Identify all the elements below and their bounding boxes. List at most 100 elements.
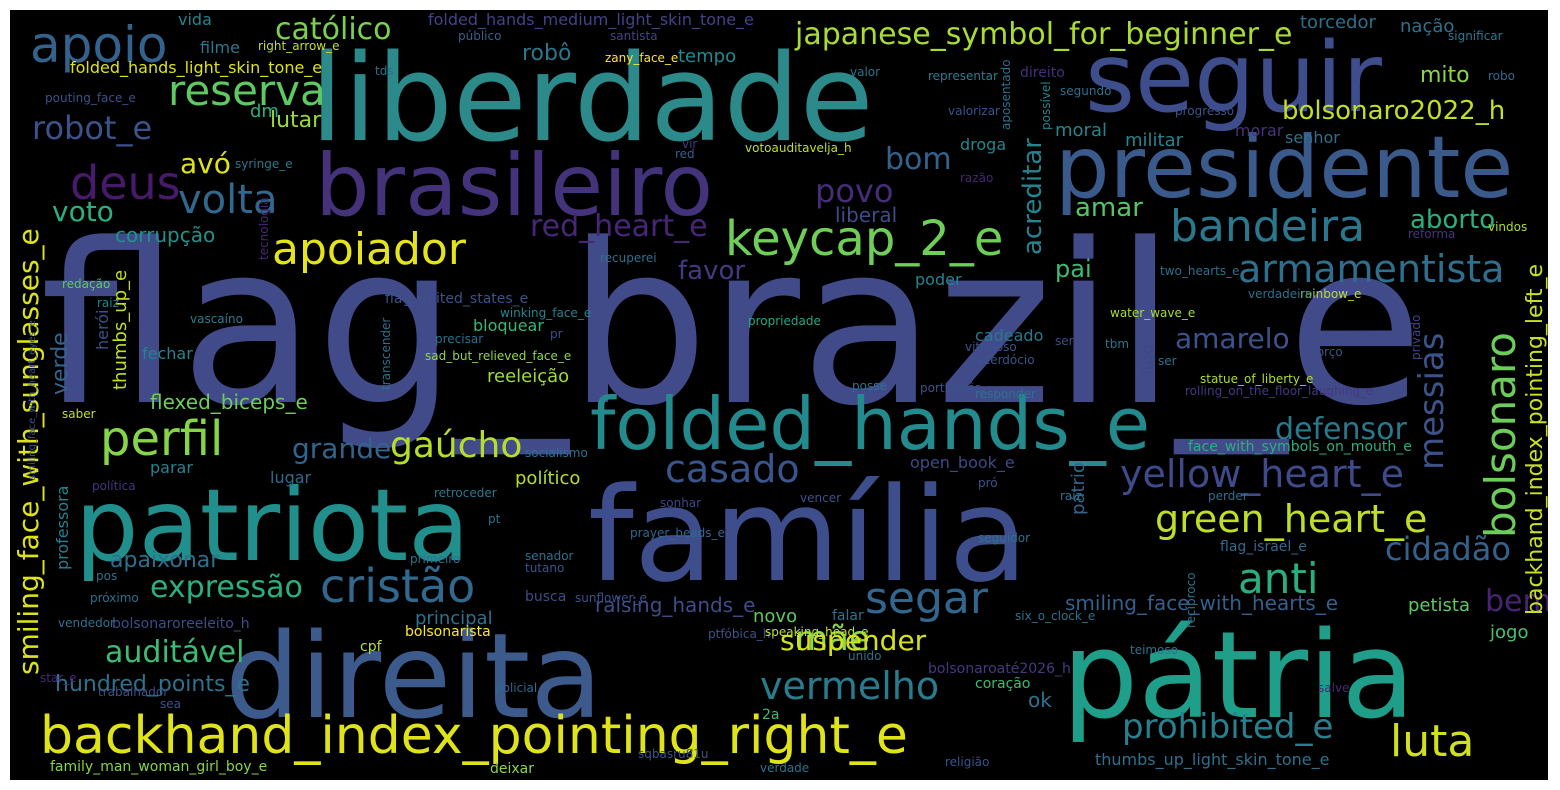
word-patria: pátria [1062,607,1415,746]
word-ser: ser [1158,354,1177,368]
word-amar: amar [1075,193,1143,223]
word-sonhar: sonhar [660,496,702,510]
word-primeiro: primeiro [410,552,461,566]
word-verde: verde [48,332,73,395]
word-prohibited: prohibited_e [1122,707,1334,747]
word-keycap: keycap_2_e [725,211,1004,267]
word-bom: bom [885,142,952,177]
word-robot: robot_e [32,109,153,147]
word-tds: tds [375,64,394,78]
word-apaixonar: apaixonar [110,548,220,573]
word-flexed-biceps: flexed_biceps_e [150,390,308,414]
word-sunflower: sunflower_e [575,591,647,605]
word-cidadao: cidadão [1385,530,1511,568]
word-six-oclock: six_o_clock_e [1015,609,1096,623]
word-aborto: aborto [1410,205,1496,235]
word-ok: ok [1028,688,1052,712]
word-prayer-beads: prayer_beads_e [630,526,725,540]
word-seguidor: seguidor [978,531,1031,545]
word-bandeira: bandeira [1170,201,1366,252]
word-novo: novo [753,606,798,627]
word-tbm: tbm [1105,337,1130,351]
word-representar: representar [928,69,998,83]
word-busca: busca [525,589,567,605]
word-valor: valor [850,65,881,79]
word-winking-face: winking_face_e [500,306,592,320]
word-poder: poder [915,270,962,289]
word-red: red [675,147,695,161]
word-trabalhador: trabalhador [98,685,169,699]
word-segar: segar [865,573,988,624]
word-salve: salve [1318,681,1350,695]
word-backhand-left: backhand_index_pointing_left_e [1523,263,1548,615]
word-flag-israel: flag_israel_e [1220,539,1307,555]
word-vencer: vencer [800,491,842,505]
word-deixar: deixar [490,761,535,777]
word-unido: unido [848,649,882,663]
word-folded-hands: folded_hands_e [590,382,1151,466]
word-catolico: católico [275,12,392,47]
word-sacerdocio: sacerdócio [970,353,1035,367]
word-principal: principal [415,608,493,629]
word-dm: dm [250,101,279,122]
word-bloquear: bloquear [473,316,544,335]
word-raising-hands: raising_hands_e [595,593,756,617]
word-vida: vida [178,10,212,29]
word-raiz: raiz [97,296,119,310]
word-senador: senador [525,549,574,563]
word-brasileiro: brasileiro [315,136,714,236]
word-sea: sea [160,697,181,711]
word-flag-brazil: flag_brazil_e [40,197,1424,455]
word-open-book: open_book_e [910,453,1015,472]
word-cloud: flag_brazil_e liberdade seguir president… [10,10,1548,780]
word-vermelho: vermelho [760,664,940,708]
word-droga: droga [960,135,1007,154]
word-right-arrow: right_arrow_e [258,39,340,53]
word-segundo: segundo [1060,84,1112,98]
word-backhand-right: backhand_index_pointing_right_e [40,706,908,766]
word-falar: falar [832,608,864,624]
word-direita: direita [225,607,603,745]
word-santista: santista [610,29,658,43]
word-smiling-hearts: smiling_face_with_hearts_e [1065,591,1338,615]
word-proximo: próximo [90,591,139,605]
word-tutano: tutano [525,561,565,575]
word-sad-relieved: sad_but_relieved_face_e [425,349,572,363]
word-green-heart: green_heart_e [1155,497,1428,541]
word-folded-medium-light: folded_hands_medium_light_skin_tone_e [428,10,754,29]
word-robo-small: robo [1488,69,1515,83]
word-statue-liberty: statue_of_liberty_e [1200,372,1314,386]
word-votoauditavelja: votoauditavelja_h [745,141,852,155]
word-vindos: vindos [1488,220,1528,234]
word-robo: robô [522,41,572,66]
word-torcedor: torcedor [1300,12,1376,33]
word-saber: saber [62,407,96,421]
word-deus: deus [70,156,181,210]
word-pouting-face: pouting_face_e [45,91,136,105]
word-pr: pr [550,327,563,341]
word-star: star_e [40,671,77,685]
word-privado: privado [1409,314,1423,360]
word-expressao: expressão [150,570,303,605]
word-verdade: verdade [760,761,810,775]
word-water-wave: water_wave_e [1110,306,1196,320]
word-significar: significar [1448,29,1503,43]
word-moral: moral [1055,120,1107,141]
word-anti: anti [1238,554,1319,603]
word-presidente: presidente [1055,118,1514,218]
word-gaucho: gaúcho [390,425,523,466]
word-zany-face: zany_face_e [605,51,679,65]
word-favor: favor [678,256,746,286]
word-auditavel: auditável [105,635,245,670]
word-hundred-points: hundred_points_e [55,672,250,697]
word-suspender: suspender [780,624,927,657]
word-voto: voto [52,195,114,228]
word-defensor: defensor [1275,412,1407,447]
word-retroceder: retroceder [434,486,497,500]
word-corrupcao: corrupção [115,223,216,247]
word-amarelo: amarelo [1175,322,1290,355]
word-bolsonaro: bolsonaro [1476,331,1525,538]
word-volta: volta [178,177,278,223]
word-japanese-symbol: japanese_symbol_for_beginner_e [795,17,1293,52]
word-casado: casado [665,447,800,491]
